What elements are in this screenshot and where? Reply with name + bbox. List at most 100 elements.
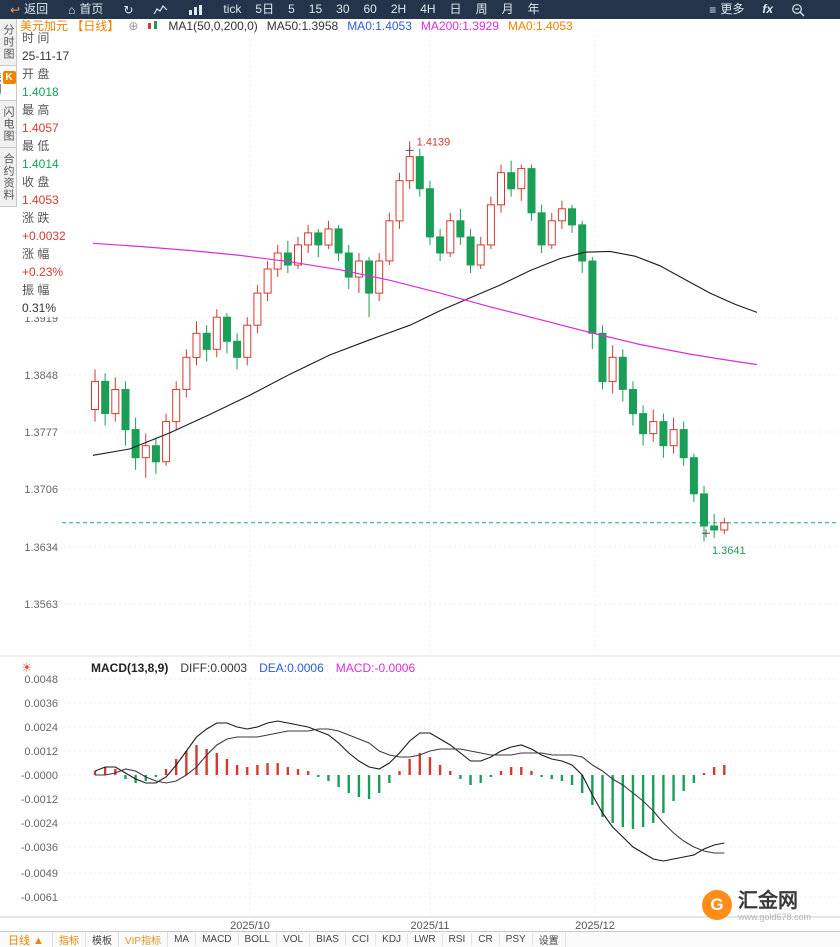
svg-text:1.3706: 1.3706 xyxy=(24,484,58,496)
chart-header: 美元加元 【日线】 ⊕ MA1(50,0,200,0) MA50:1.3958 … xyxy=(20,19,573,33)
legend-low-value: 1.4014 xyxy=(22,157,59,171)
kline-badge-icon: K xyxy=(3,71,16,84)
more-button[interactable]: ≡ 更多 xyxy=(709,0,744,19)
legend-time-label: 时 间 xyxy=(22,31,50,45)
legend-high-label: 最 高 xyxy=(22,103,50,117)
side-tab-kline-label: 线图 xyxy=(0,71,1,95)
home-button[interactable]: ⌂ 首页 xyxy=(68,0,103,19)
interval-week[interactable]: 周 xyxy=(475,2,488,16)
svg-text:0.0024: 0.0024 xyxy=(24,722,58,734)
tab-cr[interactable]: CR xyxy=(472,934,500,945)
side-tab-kline-chart[interactable]: K 线图 xyxy=(0,66,16,101)
side-tab-contract-info[interactable]: 合约资料 xyxy=(0,148,16,207)
tab-psy[interactable]: PSY xyxy=(500,934,533,945)
price-annotations: 1.4139 1.3641 xyxy=(405,136,746,557)
svg-text:-0.0000: -0.0000 xyxy=(21,770,58,782)
interval-5m[interactable]: 5 xyxy=(288,2,295,16)
toolbar-right-group: ≡ 更多 fx xyxy=(709,0,806,19)
legend-open-value: 1.4018 xyxy=(22,85,59,99)
interval-4h[interactable]: 4H xyxy=(420,2,436,16)
svg-text:1.3634: 1.3634 xyxy=(24,542,58,554)
tab-boll[interactable]: BOLL xyxy=(239,934,278,945)
tab-vol[interactable]: VOL xyxy=(277,934,311,945)
svg-text:1.3848: 1.3848 xyxy=(24,370,58,382)
brand-name: 汇金网 xyxy=(738,890,798,912)
bar-chart-button[interactable] xyxy=(188,4,203,16)
svg-text:-0.0012: -0.0012 xyxy=(21,794,58,806)
svg-text:0.0036: 0.0036 xyxy=(24,698,58,710)
legend-time-value: 25-11-17 xyxy=(22,49,70,63)
magnifier-minus-icon xyxy=(792,3,805,16)
period-selector[interactable]: 日线 ▲ xyxy=(0,932,53,947)
ohlc-legend-panel: 时 间 25-11-17 开 盘 1.4018 最 高 1.4057 最 低 1… xyxy=(18,29,92,317)
tab-bias[interactable]: BIAS xyxy=(310,934,346,945)
interval-month[interactable]: 月 xyxy=(501,2,514,16)
legend-amplitude-value: 0.31% xyxy=(22,301,57,315)
macd-value-label: MACD:-0.0006 xyxy=(335,661,416,675)
legend-amplitude-label: 振 幅 xyxy=(22,283,50,297)
svg-text:-0.0036: -0.0036 xyxy=(21,842,58,854)
interval-30m[interactable]: 30 xyxy=(336,2,350,16)
plus-circle-icon[interactable]: ⊕ xyxy=(128,19,139,33)
x-axis-labels: 2025/10 2025/11 2025/12 xyxy=(230,920,615,932)
tab-indicator[interactable]: 指标 xyxy=(53,932,86,947)
refresh-button[interactable]: ↻ xyxy=(123,2,134,17)
bar-chart-icon xyxy=(189,4,203,15)
svg-text:2025/11: 2025/11 xyxy=(411,920,450,932)
ma50-line xyxy=(92,250,758,456)
interval-5d[interactable]: 5日 xyxy=(255,2,275,16)
interval-day[interactable]: 日 xyxy=(449,2,462,16)
back-button[interactable]: ↩ 返回 xyxy=(10,0,48,19)
legend-change-label: 涨 跌 xyxy=(22,211,50,225)
legend-change-value: +0.0032 xyxy=(22,229,66,243)
legend-close-label: 收 盘 xyxy=(22,175,50,189)
tab-macd[interactable]: MACD xyxy=(196,934,239,945)
tab-rsi[interactable]: RSI xyxy=(443,934,473,945)
legend-close-value: 1.4053 xyxy=(22,193,59,207)
y-axis-labels: 1.39191.38481.37771.37061.36341.35630.00… xyxy=(21,313,58,904)
legend-change-pct-label: 涨 幅 xyxy=(22,247,50,261)
macd-name-label: MACD(13,8,9) xyxy=(91,661,169,675)
toolbar: ↩ 返回 ⌂ 首页 ↻ tick 5日 5 15 30 60 2 xyxy=(0,0,840,19)
panel-separators xyxy=(0,655,840,918)
interval-tick[interactable]: tick xyxy=(223,2,242,16)
tab-lwr[interactable]: LWR xyxy=(408,934,443,945)
legend-change-pct-value: +0.23% xyxy=(22,265,64,279)
interval-60m[interactable]: 60 xyxy=(363,2,377,16)
fx-formula-button[interactable]: fx xyxy=(762,2,773,16)
indicator-settings-icon[interactable]: ☀ xyxy=(21,660,33,675)
svg-text:1.3563: 1.3563 xyxy=(24,599,58,611)
mini-candlestick-icon xyxy=(148,21,158,29)
ma200-line xyxy=(92,242,758,366)
svg-text:0.0048: 0.0048 xyxy=(24,674,58,686)
candlestick-series xyxy=(91,141,729,542)
ma0-orange-value-label: MA0:1.4053 xyxy=(507,19,573,33)
interval-15m[interactable]: 15 xyxy=(308,2,323,16)
zoom-out-button[interactable] xyxy=(791,3,806,17)
side-tab-lightning-chart[interactable]: 闪电图 xyxy=(0,101,16,148)
tab-kdj[interactable]: KDJ xyxy=(376,934,409,945)
interval-year[interactable]: 年 xyxy=(527,2,540,16)
interval-selector: tick 5日 5 15 30 60 2H 4H 日 周 月 年 xyxy=(223,0,539,19)
ma-group-label: MA1(50,0,200,0) xyxy=(168,19,258,33)
legend-open-label: 开 盘 xyxy=(22,67,50,81)
macd-diff-line xyxy=(94,720,725,862)
interval-2h[interactable]: 2H xyxy=(390,2,407,16)
tab-vip-indicator[interactable]: VIP指标 xyxy=(119,932,169,947)
back-label: 返回 xyxy=(24,2,49,16)
macd-dea-label: DEA:0.0006 xyxy=(259,661,324,675)
macd-diff-label: DIFF:0.0003 xyxy=(180,661,248,675)
svg-text:2025/10: 2025/10 xyxy=(230,920,270,932)
ma50-value-label: MA50:1.3958 xyxy=(266,19,339,33)
brand-logo-icon: G xyxy=(702,890,732,920)
tab-cci[interactable]: CCI xyxy=(346,934,377,945)
ma0-blue-value-label: MA0:1.4053 xyxy=(347,19,412,33)
tab-template[interactable]: 模板 xyxy=(86,932,119,947)
watermark: G 汇金网 www.gold678.com xyxy=(702,890,811,922)
line-chart-button[interactable] xyxy=(153,4,168,16)
tab-settings[interactable]: 设置 xyxy=(533,932,566,947)
tab-ma[interactable]: MA xyxy=(168,934,197,945)
side-tab-time-chart[interactable]: 分时图 xyxy=(0,19,16,66)
